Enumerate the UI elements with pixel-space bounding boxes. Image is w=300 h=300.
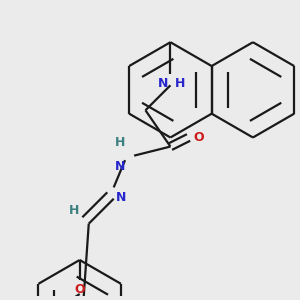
Text: H: H (69, 204, 80, 217)
Text: O: O (74, 283, 85, 296)
Text: N: N (116, 191, 126, 204)
Text: H: H (115, 136, 125, 149)
Text: O: O (193, 131, 204, 144)
Text: H: H (175, 77, 185, 90)
Text: N: N (158, 77, 168, 90)
Text: N: N (115, 160, 125, 173)
